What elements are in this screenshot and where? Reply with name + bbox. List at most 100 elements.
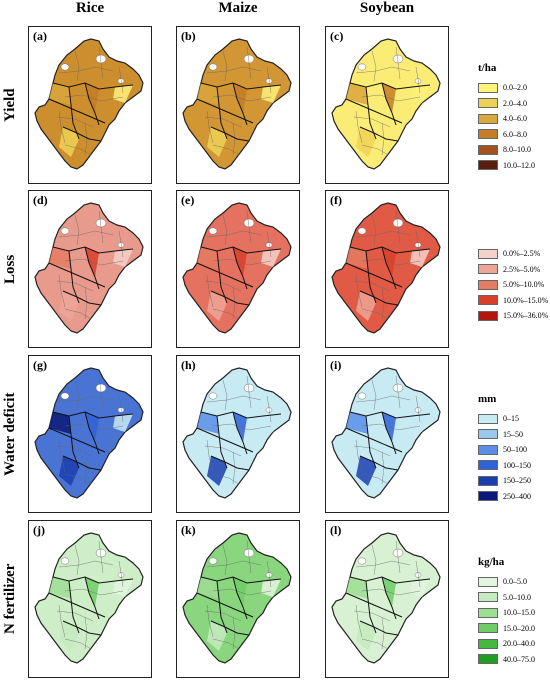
province-boundary: [359, 455, 399, 471]
region-outline: [331, 367, 441, 499]
district-boundary: [232, 451, 236, 485]
legend-item: 0–15: [478, 411, 531, 427]
no-data-area: [208, 63, 218, 71]
legend-item: 10.0%–15.0%: [478, 293, 548, 309]
province-boundary: [210, 455, 250, 471]
legend-label: 5.0–10.0: [503, 592, 531, 602]
region-outline: [34, 367, 144, 499]
region-outline: [182, 532, 292, 664]
province-boundary: [52, 246, 134, 254]
legend-loss: 0.0%–2.5% 2.5%–5.0% 5.0%–10.0% 10.0%–15.0% 1…: [478, 228, 548, 324]
legend-label: 8.0–10.0: [503, 145, 531, 155]
legend-item: 20.0–40.0: [478, 636, 535, 652]
no-data-area: [60, 227, 70, 235]
province-boundary: [232, 576, 248, 620]
district-area: [410, 579, 430, 597]
district-boundary: [361, 638, 389, 650]
no-data-area: [60, 557, 70, 565]
province-boundary: [84, 82, 100, 126]
province-boundary: [52, 576, 134, 584]
map-panel-loss-maize: (e): [176, 190, 300, 348]
map-panel-yield-soybean: (c): [325, 26, 449, 184]
district-boundary: [206, 395, 262, 403]
district-boundary: [58, 110, 66, 144]
province-boundary: [365, 580, 377, 634]
district-boundary: [246, 46, 252, 80]
district-boundary: [64, 258, 124, 266]
district-boundary: [58, 274, 66, 308]
province-boundary: [381, 411, 397, 455]
province-boundary: [349, 246, 431, 254]
province-boundary: [48, 592, 106, 618]
region-outline: [182, 202, 292, 334]
province-boundary: [381, 82, 397, 126]
panel-label: (g): [33, 358, 47, 372]
map-panel-water-deficit-soybean: (i): [325, 355, 449, 513]
district-area: [59, 127, 79, 157]
district-boundary: [98, 540, 104, 574]
province-boundary: [68, 86, 80, 140]
district-boundary: [56, 445, 94, 457]
legend-label: 250–400: [503, 491, 531, 501]
legend-label: 0.0–5.0: [503, 577, 527, 587]
province-boundary: [359, 620, 399, 636]
district-boundary: [58, 560, 114, 568]
district-boundary: [415, 560, 421, 588]
district-area: [113, 249, 133, 267]
province-boundary: [68, 250, 80, 304]
map-panel-yield-maize: (b): [176, 26, 300, 184]
district-boundary: [64, 473, 92, 485]
legend-swatch: [478, 248, 498, 259]
province-boundary: [232, 82, 248, 126]
legend-label: 10.0%–15.0%: [503, 295, 549, 305]
district-boundary: [222, 214, 228, 246]
district-boundary: [64, 588, 124, 596]
province-boundary: [365, 250, 377, 304]
region-outline: [331, 38, 441, 170]
province-boundary: [68, 415, 80, 469]
legend-swatch: [478, 576, 498, 587]
legend-water-deficit: mm 0–15 15–50 50–100 100–150 150–250 250–400: [478, 393, 531, 504]
region-outline: [34, 202, 144, 334]
district-boundary: [361, 588, 421, 596]
district-boundary: [266, 560, 272, 588]
district-boundary: [206, 274, 214, 308]
panel-label: (e): [181, 193, 195, 207]
province-boundary: [210, 126, 250, 142]
district-boundary: [206, 66, 262, 74]
province-boundary: [84, 246, 100, 290]
legend-swatch: [478, 607, 498, 618]
legend-label: 5.0%–10.0%: [503, 280, 545, 290]
district-boundary: [118, 395, 124, 423]
legend-label: 20.0–40.0: [503, 639, 535, 649]
district-boundary: [415, 230, 421, 258]
district-boundary: [64, 94, 124, 102]
district-area: [49, 247, 71, 269]
province-boundary: [68, 580, 80, 634]
district-area: [49, 412, 71, 434]
region-map: [182, 532, 292, 664]
legend-swatch: [478, 638, 498, 649]
district-area: [346, 83, 368, 105]
legend-label: 50–100: [503, 445, 527, 455]
province-boundary: [359, 126, 399, 142]
district-boundary: [222, 379, 228, 411]
district-area: [356, 291, 376, 321]
legend-item: 0.0–5.0: [478, 574, 535, 590]
legend-label: 100–150: [503, 460, 531, 470]
district-boundary: [371, 544, 377, 576]
legend-item: 4.0–6.0: [478, 111, 535, 127]
legend-swatch: [478, 98, 498, 109]
district-boundary: [212, 308, 240, 320]
province-boundary: [232, 411, 248, 455]
region-map: [331, 202, 441, 334]
province-boundary: [381, 576, 397, 620]
district-boundary: [222, 544, 228, 576]
district-boundary: [118, 560, 124, 588]
district-boundary: [232, 286, 236, 320]
district-area: [346, 247, 368, 269]
row-header-water-deficit: Water deficit: [2, 392, 18, 476]
district-boundary: [371, 50, 377, 82]
legend-item: 10.0–12.0: [478, 158, 535, 174]
province-boundary: [359, 290, 399, 306]
